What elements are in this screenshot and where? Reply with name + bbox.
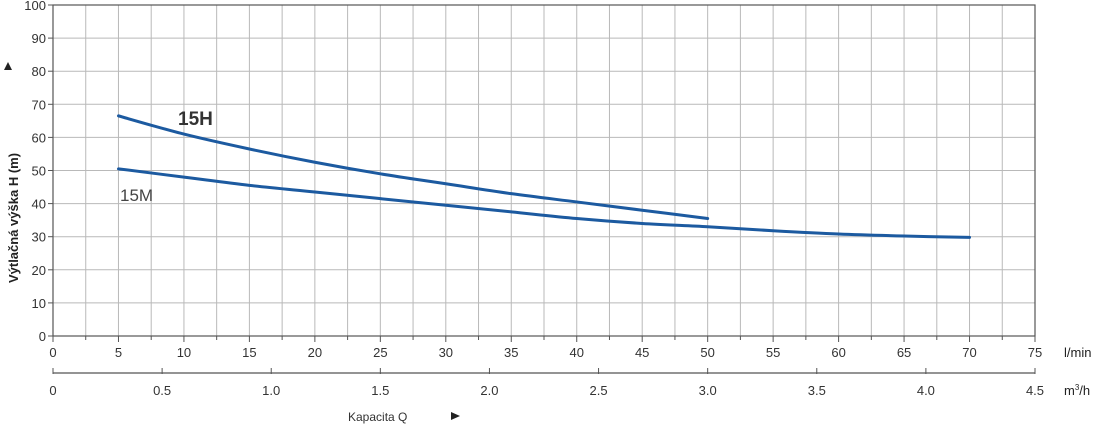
y-tick-label: 10 bbox=[32, 296, 46, 311]
x-tick-label: 55 bbox=[766, 345, 780, 360]
x-tick-label: 70 bbox=[962, 345, 976, 360]
x-tick-label: 50 bbox=[700, 345, 714, 360]
x-unit-m3h: m3/h bbox=[1064, 383, 1090, 398]
x2-tick-label: 3.0 bbox=[699, 383, 717, 398]
axes bbox=[48, 4, 1036, 374]
y-axis-label: Výtlačná výška H (m) bbox=[6, 153, 21, 283]
x-tick-label: 45 bbox=[635, 345, 649, 360]
x-axis-arrow-icon bbox=[451, 412, 460, 420]
series-lines bbox=[116, 114, 972, 239]
grid bbox=[53, 5, 1035, 336]
x-tick-label: 35 bbox=[504, 345, 518, 360]
x-tick-label: 60 bbox=[831, 345, 845, 360]
x-axis-label: Kapacita Q bbox=[348, 410, 407, 424]
x-unit-lmin: l/min bbox=[1064, 345, 1091, 360]
y-tick-label: 40 bbox=[32, 197, 46, 212]
x-tick-labels-m3h: 0 0.5 1.0 1.5 2.0 2.5 3.0 3.5 4.0 4.5 bbox=[49, 383, 1044, 398]
x2-tick-label: 1.5 bbox=[371, 383, 389, 398]
x-tick-label: 0 bbox=[49, 345, 56, 360]
x-tick-labels-lmin: 0 5 10 15 20 25 30 35 40 45 50 55 60 65 70 75 bbox=[49, 345, 1042, 360]
x-tick-label: 20 bbox=[308, 345, 322, 360]
y-tick-label: 0 bbox=[39, 329, 46, 344]
y-tick-labels: 0 10 20 30 40 50 60 70 80 90 100 bbox=[24, 0, 46, 344]
x-tick-label: 5 bbox=[115, 345, 122, 360]
series-label-15H: 15H bbox=[178, 109, 213, 130]
y-tick-label: 60 bbox=[32, 130, 46, 145]
x-tick-label: 10 bbox=[177, 345, 191, 360]
y-tick-label: 80 bbox=[32, 64, 46, 79]
x2-tick-label: 0 bbox=[49, 383, 56, 398]
y-tick-label: 70 bbox=[32, 97, 46, 112]
y-tick-label: 100 bbox=[24, 0, 46, 13]
y-tick-label: 30 bbox=[32, 230, 46, 245]
y-tick-label: 50 bbox=[32, 164, 46, 179]
x2-tick-label: 3.5 bbox=[808, 383, 826, 398]
series-line-15M bbox=[116, 167, 972, 239]
x-tick-label: 75 bbox=[1028, 345, 1042, 360]
x2-tick-label: 2.0 bbox=[480, 383, 498, 398]
x-tick-label: 30 bbox=[439, 345, 453, 360]
y-axis-arrow-icon bbox=[4, 62, 12, 70]
x-tick-label: 40 bbox=[569, 345, 583, 360]
x2-tick-label: 4.5 bbox=[1026, 383, 1044, 398]
series-label-15M: 15M bbox=[120, 186, 153, 205]
x2-tick-label: 1.0 bbox=[262, 383, 280, 398]
x-tick-label: 65 bbox=[897, 345, 911, 360]
y-tick-label: 20 bbox=[32, 263, 46, 278]
y-tick-label: 90 bbox=[32, 31, 46, 46]
x2-tick-label: 2.5 bbox=[590, 383, 608, 398]
x2-tick-label: 0.5 bbox=[153, 383, 171, 398]
series-line-15H bbox=[116, 114, 710, 220]
x-tick-label: 15 bbox=[242, 345, 256, 360]
x-tick-label: 25 bbox=[373, 345, 387, 360]
x2-tick-label: 4.0 bbox=[917, 383, 935, 398]
